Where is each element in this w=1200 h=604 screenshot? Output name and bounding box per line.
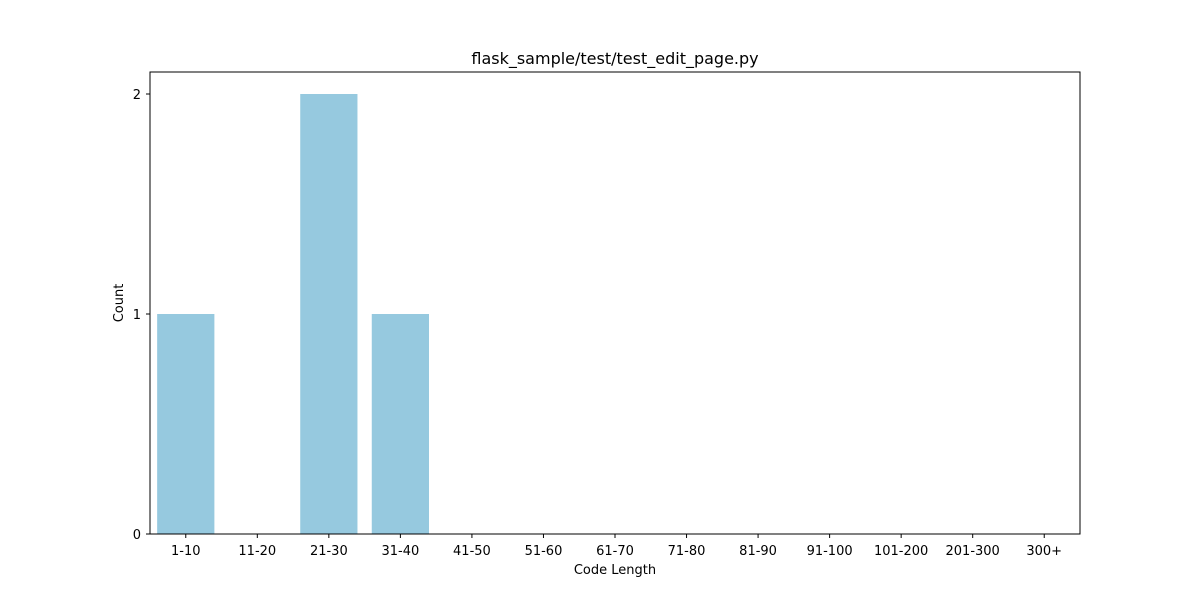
x-tick-label: 101-200 <box>874 544 928 559</box>
x-tick-label: 300+ <box>1026 544 1062 559</box>
x-tick-label: 201-300 <box>946 544 1000 559</box>
x-tick-label: 51-60 <box>525 544 563 559</box>
y-tick-label: 2 <box>133 88 141 103</box>
x-axis-label: Code Length <box>574 563 656 578</box>
plot-frame <box>149 71 1081 535</box>
y-tick-label: 0 <box>133 528 141 543</box>
x-tick-label: 31-40 <box>381 544 419 559</box>
x-tick-label: 91-100 <box>807 544 853 559</box>
x-tick-label: 81-90 <box>739 544 777 559</box>
chart-title: flask_sample/test/test_edit_page.py <box>471 49 758 69</box>
bar-31-40 <box>371 314 429 534</box>
y-tick-label: 1 <box>133 308 141 323</box>
x-tick-label: 41-50 <box>453 544 491 559</box>
x-tick-label: 11-20 <box>238 544 276 559</box>
y-axis-label: Count <box>112 284 127 323</box>
bars-group <box>157 94 429 534</box>
y-axis-ticks: 0 1 2 <box>133 88 150 543</box>
bar-1-10 <box>157 314 215 534</box>
x-tick-label: 21-30 <box>310 544 348 559</box>
x-tick-label: 1-10 <box>171 544 201 559</box>
x-axis-ticks: 1-10 11-20 21-30 31-40 41-50 51-60 61-70 71-80 8… <box>171 534 1062 559</box>
bar-21-30 <box>300 94 358 534</box>
x-tick-label: 71-80 <box>668 544 706 559</box>
x-tick-label: 61-70 <box>596 544 634 559</box>
